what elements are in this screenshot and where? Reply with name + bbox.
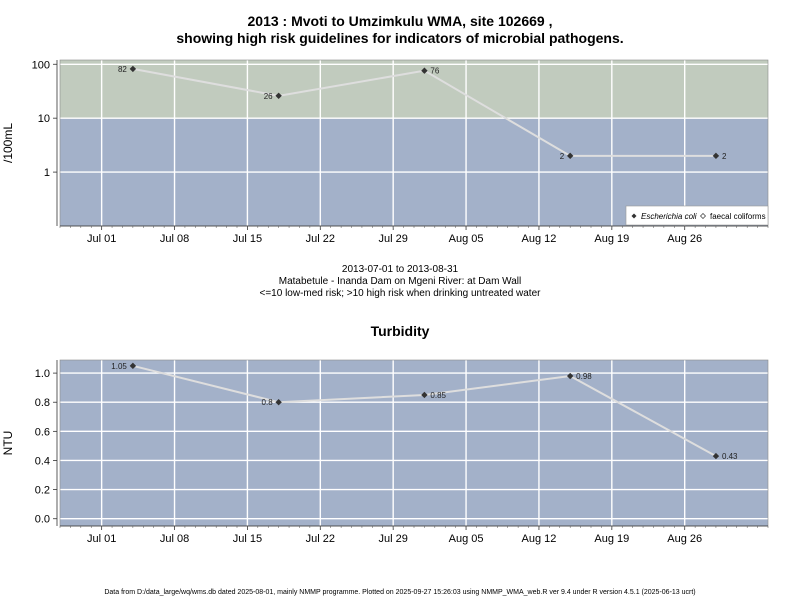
x-tick-label: Jul 08	[160, 533, 189, 545]
x-tick-label: Aug 26	[667, 533, 702, 545]
turbidity-data-label: 1.05	[111, 362, 127, 371]
y-tick-label: 0.4	[35, 455, 50, 467]
risk-zone-high	[60, 60, 768, 119]
x-tick-label: Aug 19	[594, 533, 629, 545]
x-tick-label: Jul 08	[160, 233, 189, 245]
turbidity-data-point	[275, 399, 282, 406]
y-axis-label: /100mL	[1, 123, 15, 163]
y-tick-label: 0.2	[35, 485, 50, 497]
turbidity-data-point	[566, 372, 574, 380]
y-tick-label: 0.0	[35, 514, 50, 526]
y-tick-label: 0.8	[35, 397, 50, 409]
x-tick-label: Jul 29	[378, 533, 407, 545]
x-tick-label: Aug 12	[522, 533, 557, 545]
micro-chart-title-line2: showing high risk guidelines for indicat…	[176, 30, 624, 46]
ecoli-data-point	[129, 65, 137, 73]
date-range-caption: 2013-07-01 to 2013-08-31	[341, 264, 459, 275]
risk-guideline-caption: <=10 low-med risk; >10 high risk when dr…	[259, 288, 541, 299]
turbidity-data-point	[712, 452, 720, 460]
y-tick-label: 100	[32, 59, 50, 71]
x-tick-label: Aug 19	[594, 233, 629, 245]
x-tick-label: Jul 01	[87, 533, 116, 545]
ecoli-data-label: 26	[264, 92, 273, 101]
turbidity-chart-title: Turbidity	[370, 323, 430, 339]
x-tick-label: Aug 26	[667, 233, 702, 245]
x-tick-label: Jul 22	[306, 233, 335, 245]
ecoli-data-point	[421, 67, 428, 74]
y-tick-label: 10	[38, 113, 50, 125]
turbidity-data-label: 0.98	[576, 372, 592, 381]
x-tick-label: Jul 22	[306, 533, 335, 545]
turbidity-data-label: 0.43	[722, 452, 738, 461]
turbidity-data-point	[421, 391, 428, 399]
ecoli-data-label: 2	[560, 152, 565, 161]
x-tick-label: Jul 15	[233, 233, 262, 245]
legend-ecoli-label: Escherichia coli	[641, 212, 697, 221]
site-caption: Matabetule - Inanda Dam on Mgeni River: …	[278, 276, 522, 287]
micro-chart-title-line1: 2013 : Mvoti to Umzimkulu WMA, site 1026…	[247, 13, 553, 29]
ecoli-data-label: 2	[722, 152, 727, 161]
x-tick-label: Aug 05	[449, 233, 484, 245]
turbidity-data-label: 0.8	[262, 398, 274, 407]
turbidity-data-point	[129, 362, 137, 370]
legend-box	[625, 205, 769, 226]
y-axis-label: NTU	[1, 431, 15, 456]
plot-background	[60, 360, 768, 526]
x-tick-label: Aug 12	[522, 233, 557, 245]
ecoli-data-point	[275, 92, 282, 100]
ecoli-data-label: 82	[118, 65, 127, 74]
legend-faecal-marker	[700, 213, 706, 219]
x-tick-label: Jul 01	[87, 233, 116, 245]
legend-ecoli-marker	[631, 213, 637, 219]
y-tick-label: 0.6	[35, 426, 50, 438]
legend-faecal-label: faecal coliforms	[710, 212, 766, 221]
ecoli-data-label: 76	[430, 67, 439, 76]
x-tick-label: Jul 15	[233, 533, 262, 545]
ecoli-data-point	[566, 152, 574, 160]
x-tick-label: Aug 05	[449, 533, 484, 545]
ecoli-data-point	[712, 152, 720, 160]
legend: Escherichia coli faecal coliforms	[625, 205, 769, 226]
footer-note: Data from D:/data_large/wq/wms.db dated …	[104, 589, 696, 596]
turbidity-data-label: 0.85	[430, 391, 446, 400]
x-tick-label: Jul 29	[378, 233, 407, 245]
y-tick-label: 1.0	[35, 368, 50, 380]
turbidity-chart: Jul 01 Jul 08 Jul 15 Jul 22 Jul 29 Aug 05 Aug …	[1, 359, 769, 545]
microbial-chart: Jul 01 Jul 08 Jul 15 Jul 22 Jul 29 Aug 05 Aug …	[1, 59, 769, 245]
y-tick-label: 1	[44, 167, 50, 179]
